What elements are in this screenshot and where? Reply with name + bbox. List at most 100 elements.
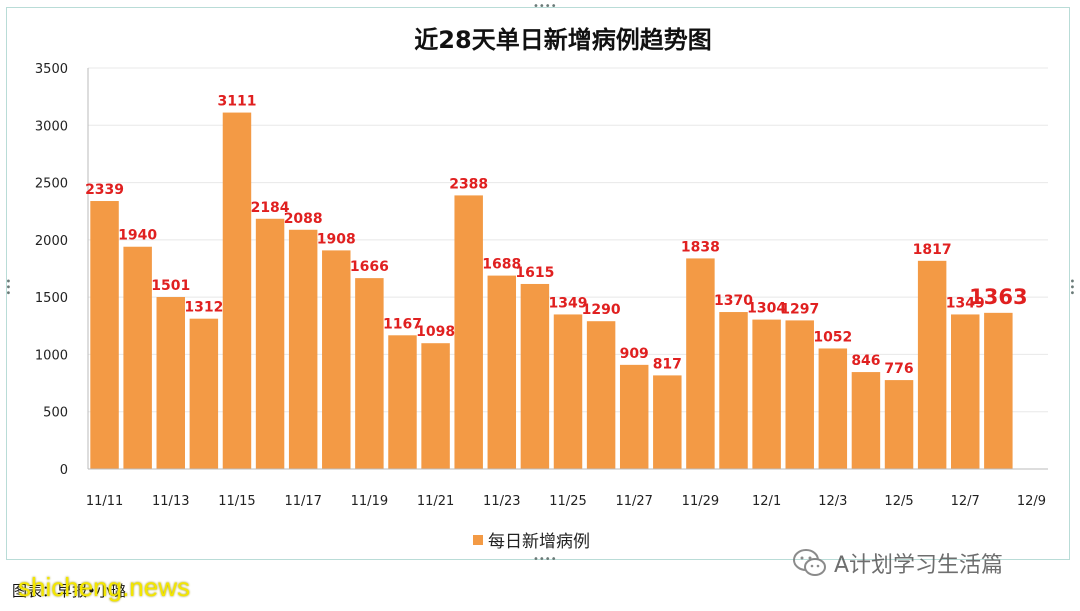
bar: [619, 364, 649, 469]
bar: [487, 275, 517, 469]
bar: [355, 278, 384, 469]
data-label: 1817: [913, 242, 952, 258]
bar: [388, 335, 417, 469]
data-label: 3111: [217, 94, 256, 110]
x-tick-label: 11/27: [615, 494, 652, 509]
source-name: 早报: [57, 582, 88, 600]
x-tick-label: 11/21: [417, 494, 454, 509]
bar: [454, 195, 483, 469]
bar: [90, 201, 119, 469]
x-tick-label: 12/9: [1017, 494, 1046, 509]
wechat-icon: [793, 549, 826, 576]
bar: [686, 258, 715, 469]
data-label: 1363: [969, 285, 1027, 309]
data-label: 1370: [714, 293, 753, 309]
bar: [951, 314, 980, 469]
x-tick-label: 12/5: [884, 494, 913, 509]
bar: [785, 320, 814, 469]
legend-swatch: [473, 535, 483, 545]
legend-entry: 每日新增病例: [488, 532, 590, 552]
bar: [421, 343, 450, 469]
data-label: 776: [884, 361, 913, 377]
data-label: 1940: [118, 228, 157, 244]
x-tick-label: 11/19: [351, 494, 388, 509]
bar: [719, 312, 748, 469]
data-label: 1666: [350, 259, 389, 275]
y-tick-label: 3500: [35, 62, 68, 77]
source-caption: 图表：早报•小璐: [12, 580, 126, 601]
wechat-account-name: A计划学习生活篇: [834, 553, 1004, 578]
bar: [818, 348, 848, 469]
data-label: 1615: [515, 265, 554, 281]
bars: [90, 112, 1013, 469]
bar: [884, 380, 914, 469]
y-axis: 0 500 1000 1500 2000 2500 3000 3500: [35, 62, 89, 478]
x-tick-label: 12/7: [951, 494, 980, 509]
data-label: 2184: [251, 200, 290, 216]
bar: [322, 250, 351, 469]
data-label: 1052: [813, 329, 852, 345]
data-label: 2088: [284, 211, 323, 227]
x-tick-label: 11/13: [152, 494, 189, 509]
data-label: 2388: [449, 176, 488, 192]
bar: [653, 375, 682, 469]
site-watermark: shicheng.news: [18, 572, 190, 602]
y-tick-label: 2000: [35, 234, 68, 249]
bar: [553, 314, 583, 469]
bar: [851, 372, 881, 469]
source-prefix: 图表：: [12, 582, 58, 600]
resize-handle-right[interactable]: •••: [1066, 278, 1077, 296]
x-tick-label: 11/15: [218, 494, 255, 509]
y-tick-label: 1500: [35, 291, 68, 306]
data-label: 1304: [747, 301, 786, 317]
data-label: 1297: [780, 301, 819, 317]
data-label: 1349: [549, 295, 588, 311]
bar: [520, 283, 550, 469]
data-label: 817: [653, 356, 682, 372]
data-label: 1688: [482, 257, 521, 273]
y-tick-label: 500: [43, 406, 68, 421]
data-label: 1098: [416, 324, 455, 340]
resize-handle-top[interactable]: ••••: [533, 1, 557, 12]
x-tick-label: 12/1: [752, 494, 781, 509]
bar: [984, 312, 1013, 469]
chart-title: 近28天单日新增病例趋势图: [414, 26, 711, 54]
x-tick-label: 11/11: [86, 494, 123, 509]
y-tick-label: 1000: [35, 348, 68, 363]
y-tick-label: 2500: [35, 177, 68, 192]
resize-handle-bottom[interactable]: ••••: [533, 554, 557, 565]
wechat-watermark: A计划学习生活篇: [792, 547, 1003, 579]
y-tick-label: 3000: [35, 119, 68, 134]
data-label: 1290: [582, 302, 621, 318]
data-label: 1908: [317, 231, 356, 247]
x-tick-label: 11/25: [549, 494, 586, 509]
data-label: 846: [851, 353, 880, 369]
data-label: 2339: [85, 182, 124, 198]
x-tick-label: 12/3: [818, 494, 847, 509]
data-label: 1838: [681, 239, 720, 255]
bar: [586, 321, 616, 469]
legend: 每日新增病例: [473, 532, 590, 552]
bar: [917, 260, 947, 469]
bar: [156, 297, 185, 469]
bar: [255, 218, 285, 469]
bar: [752, 319, 781, 469]
bar: [222, 112, 252, 469]
bar: [123, 246, 152, 469]
source-author: 小璐: [95, 582, 126, 600]
source-separator: •: [87, 582, 96, 600]
data-label: 1312: [184, 300, 223, 316]
x-tick-label: 11/17: [284, 494, 321, 509]
data-label: 1167: [383, 316, 422, 332]
x-tick-label: 11/23: [483, 494, 520, 509]
y-tick-label: 0: [60, 463, 68, 478]
bar: [189, 318, 219, 469]
data-label: 1349: [946, 295, 985, 311]
bar: [288, 229, 318, 469]
x-axis: 11/11 11/13 11/15 11/17 11/19 11/21 11/23 11/25…: [86, 468, 1048, 509]
data-label: 909: [620, 346, 649, 362]
data-label: 1501: [151, 278, 190, 294]
resize-handle-left[interactable]: •••: [2, 278, 13, 296]
